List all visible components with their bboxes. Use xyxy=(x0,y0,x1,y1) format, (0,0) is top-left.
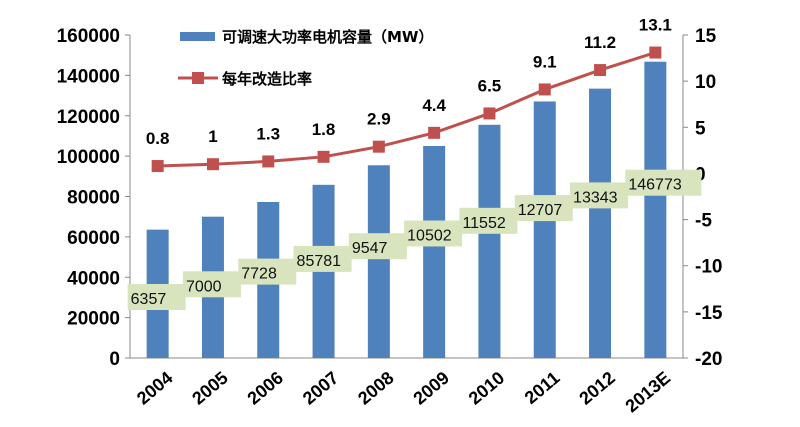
left-tick-label: 120000 xyxy=(57,107,120,128)
x-tick-label: 2013E xyxy=(621,368,674,417)
bar-label-box xyxy=(238,258,297,285)
x-tick-label: 2011 xyxy=(521,368,564,408)
right-tick-label: 10 xyxy=(695,72,716,93)
rate-value-label: 9.1 xyxy=(533,52,557,71)
right-tick-label: -5 xyxy=(695,211,712,232)
x-tick-label: 2008 xyxy=(354,368,398,409)
legend-bar-swatch xyxy=(180,32,215,41)
bar-label-box xyxy=(348,233,407,260)
x-tick-label: 2009 xyxy=(409,368,453,409)
bar-value-label: 85781 xyxy=(297,253,342,270)
rate-marker-2011 xyxy=(538,83,551,96)
left-tick-label: 40000 xyxy=(67,268,120,289)
left-tick-label: 80000 xyxy=(67,188,120,209)
bar-label-box xyxy=(182,271,241,298)
x-tick-label: 2012 xyxy=(575,368,619,409)
rate-value-label: 0.8 xyxy=(146,129,170,148)
left-tick-label: 160000 xyxy=(57,26,120,47)
rate-marker-2005 xyxy=(206,158,219,171)
bar-2009 xyxy=(423,145,446,358)
legend-bar-label: 可调速大功率电机容量（MW） xyxy=(222,28,433,46)
right-tick-label: -15 xyxy=(695,303,723,324)
bar-label-box xyxy=(570,182,629,209)
rate-marker-2013E xyxy=(649,46,662,59)
right-tick-label: 5 xyxy=(695,118,706,139)
bar-value-label: 12707 xyxy=(518,202,563,219)
bar-value-label: 7000 xyxy=(186,278,222,295)
bar-value-label: 11552 xyxy=(462,215,505,232)
left-tick-label: 20000 xyxy=(67,309,120,330)
left-tick-label: 60000 xyxy=(67,228,120,249)
bar-label-box xyxy=(127,284,186,310)
bar-label-box xyxy=(404,220,463,247)
rate-marker-2010 xyxy=(483,107,496,120)
left-tick-label: 100000 xyxy=(57,147,120,168)
left-tick-label: 0 xyxy=(109,349,120,370)
rate-value-label: 6.5 xyxy=(478,76,502,95)
rate-line xyxy=(157,51,656,168)
rate-marker-2012 xyxy=(594,64,607,77)
bar-label-box xyxy=(625,169,702,196)
x-tick-label: 2005 xyxy=(188,368,232,409)
rate-marker-2006 xyxy=(262,155,275,168)
bar-label-box xyxy=(514,195,573,222)
legend-line-label: 每年改造比率 xyxy=(222,70,312,88)
bar-2008 xyxy=(367,165,390,358)
rate-value-label: 11.2 xyxy=(584,33,616,52)
right-tick-label: -10 xyxy=(695,257,722,278)
rate-value-label: 1 xyxy=(208,127,217,146)
right-tick-label: 15 xyxy=(695,26,717,47)
legend-line-marker xyxy=(192,72,204,84)
bar-2011 xyxy=(533,101,556,358)
rate-value-label: 4.4 xyxy=(422,96,446,115)
rate-marker-2007 xyxy=(317,150,330,163)
x-tick-label: 2010 xyxy=(465,368,509,409)
rate-value-label: 1.3 xyxy=(256,124,280,143)
bar-value-label: 6357 xyxy=(131,291,167,308)
x-tick-label: 2006 xyxy=(244,368,288,409)
bar-2013E xyxy=(644,61,667,359)
rate-value-label: 1.8 xyxy=(312,120,336,139)
bar-value-label: 146773 xyxy=(628,177,681,194)
left-tick-label: 140000 xyxy=(57,66,120,87)
rate-value-label: 13.1 xyxy=(639,16,672,35)
bar-label-box xyxy=(293,245,352,272)
bar-label-box xyxy=(459,207,518,234)
x-tick-label: 2007 xyxy=(299,368,343,409)
x-tick-label: 2004 xyxy=(133,368,177,409)
rate-marker-2009 xyxy=(428,126,441,139)
bar-value-label: 9547 xyxy=(352,240,388,257)
bar-2010 xyxy=(478,124,501,359)
rate-value-label: 2.9 xyxy=(367,110,391,129)
rate-marker-2004 xyxy=(151,160,164,173)
right-tick-label: -20 xyxy=(695,349,722,370)
bar-value-label: 13343 xyxy=(573,189,618,206)
bar-value-label: 10502 xyxy=(407,228,452,245)
rate-marker-2008 xyxy=(372,140,385,153)
bar-value-label: 7728 xyxy=(241,266,277,283)
bar-2012 xyxy=(589,88,612,359)
